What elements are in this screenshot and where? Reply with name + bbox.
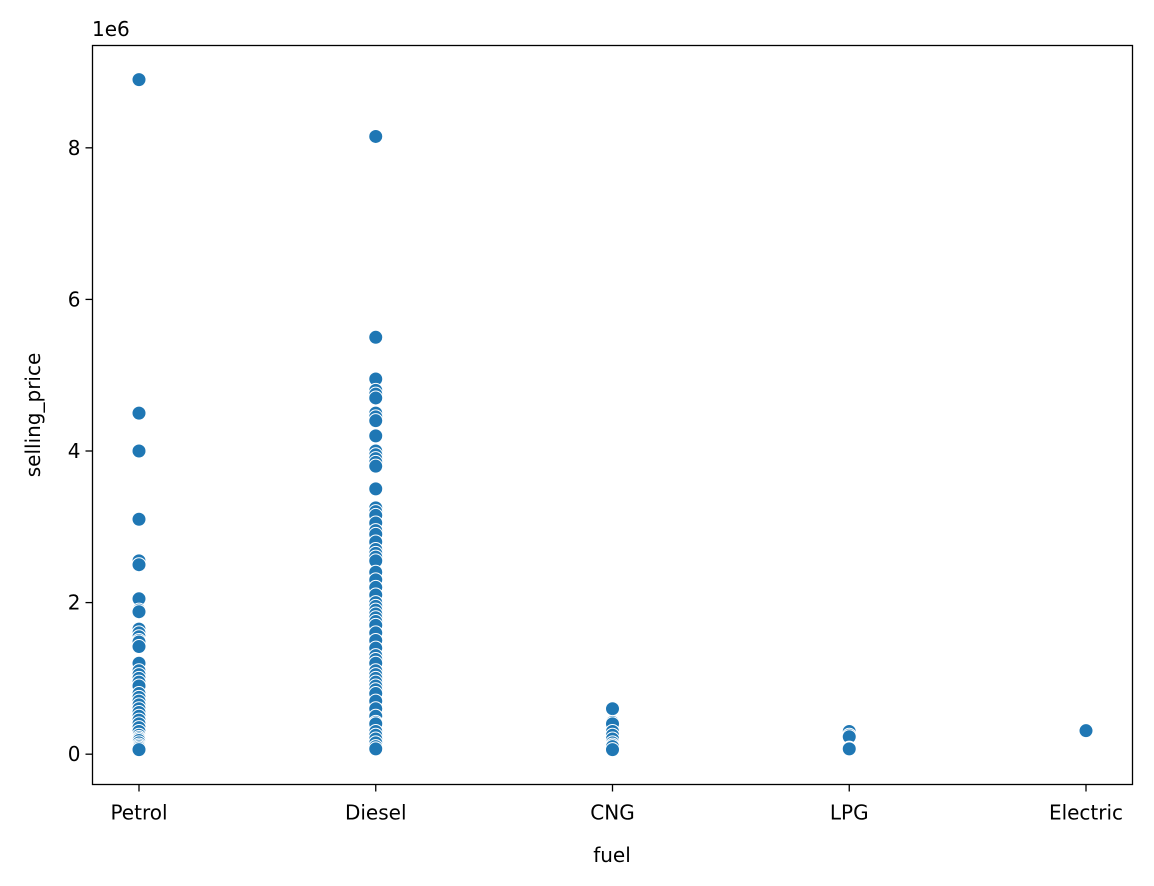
data-point [131,511,147,527]
data-point [605,701,620,717]
data-point [131,405,147,421]
data-point [368,128,384,144]
data-point [131,557,147,573]
data-point [368,390,384,406]
y-offset-label: 1e6 [92,17,130,41]
y-tick-label: 6 [68,287,81,311]
y-tick-label: 8 [68,136,81,160]
y-tick-label: 2 [68,591,81,615]
y-tick-label: 0 [68,742,81,766]
data-point [841,741,857,757]
data-point [1078,723,1094,739]
points-layer [131,72,1094,758]
x-axis-label: fuel [593,843,631,867]
data-point [368,413,384,429]
data-point [368,481,384,497]
y-axis: 0 2 4 6 8 [68,136,93,766]
data-point [131,742,147,758]
x-tick-label: LPG [830,801,869,825]
x-tick-label: Electric [1049,801,1123,825]
x-tick-label: CNG [590,801,634,825]
data-point [368,741,384,757]
data-point [131,604,147,620]
data-point [131,639,147,655]
data-point [368,329,384,345]
data-point [131,72,147,88]
data-point [131,443,147,459]
x-axis: Petrol Diesel CNG LPG Electric [110,784,1123,825]
data-point [368,428,384,444]
y-axis-label: selling_price [21,353,45,478]
data-point [368,458,384,474]
y-tick-label: 4 [68,439,81,463]
data-point [605,742,620,758]
x-tick-label: Petrol [110,801,167,825]
x-tick-label: Diesel [345,801,407,825]
